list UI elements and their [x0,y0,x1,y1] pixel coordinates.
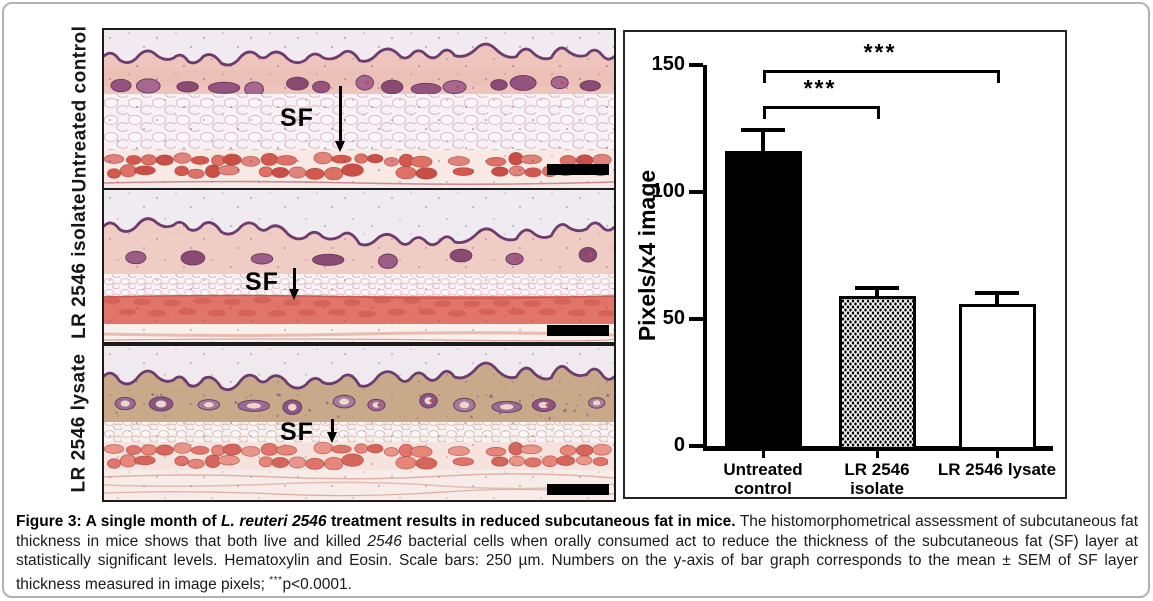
scale-bar [547,325,609,336]
histology-image-lr2546-lysate [104,346,614,500]
x-axis-tick [995,451,999,458]
y-axis-tick-label: 150 [651,53,685,75]
panel-label-text: LR 2546 lysate [69,353,90,493]
x-axis-category-label: LR 2546 lysate [937,460,1057,479]
sf-annotation: SF [280,418,314,446]
sf-annotation: SF [280,104,314,132]
caption-segment: 2546 [367,532,402,550]
bar-chart-panel: Pixels/x4 image 0 50 100 150 Untreated contr… [623,30,1067,499]
error-bar-cap [741,128,785,133]
caption-segment: L. reuteri 2546 [221,513,327,530]
down-arrow-icon [331,419,334,432]
histology-panel-untreated-control: SF [102,28,616,190]
caption-segment: treatment results in reduced subcutaneou… [326,513,736,530]
scale-bar [547,484,609,495]
panel-label-text: LR 2546 isolate [69,193,90,339]
bar-dotted [838,296,916,450]
y-axis-tick [689,63,703,67]
sf-annotation: SF [245,268,279,296]
significance-stars: *** [863,39,897,66]
panel-label-lr2546-lysate: LR 2546 lysate [58,344,102,502]
significance-bracket [763,70,1000,74]
caption-segment: bacterial cells when orally consumed act… [16,532,1138,593]
significance-bracket [877,105,880,119]
error-bar-whisker [761,131,765,152]
histology-panel-lr2546-lysate: SF [102,344,616,502]
y-axis-tick [689,444,703,448]
y-axis-tick [689,317,703,321]
bar-black [724,151,802,450]
x-axis-category-label: LR 2546 isolate [844,460,910,498]
y-axis-tick-label: 0 [673,434,685,456]
caption-segment: The histomorphometrical assessment of su… [16,513,1139,550]
significance-bracket [763,105,880,109]
y-axis-tick-label: 50 [662,307,685,329]
x-axis-category-label: Untreated control [723,460,803,498]
scale-bar [547,164,609,175]
bar-white [958,303,1036,450]
y-axis-tick-label: 100 [651,180,685,202]
error-bar-cap [855,285,899,290]
error-bar-whisker [995,293,999,304]
panel-label-text: Untreated control [69,25,91,193]
down-arrow-icon [293,268,296,289]
x-axis-tick [761,451,765,458]
error-bar-whisker [875,288,879,297]
significance-bracket [997,70,1000,84]
x-axis-tick [875,451,879,458]
histology-image-lr2546-isolate [104,190,614,342]
error-bar-cap [975,290,1019,295]
significance-bracket [763,105,766,119]
figure-caption: Figure 3: A single month of L. reuteri 2… [16,512,1138,594]
panel-label-untreated-control: Untreated control [58,25,102,193]
caption-segment: Figure 3: A single month of [16,513,222,530]
caption-segment: *** [269,574,283,586]
y-axis-title: Pixels/x4 image [625,65,671,446]
y-axis-line [703,65,707,451]
significance-stars: *** [803,74,837,101]
histology-image-untreated-control [104,30,614,188]
down-arrow-icon [339,86,342,141]
significance-bracket [763,70,766,84]
y-axis-tick [689,190,703,194]
panel-label-lr2546-isolate: LR 2546 isolate [58,188,102,344]
caption-segment: p<0.0001. [282,575,352,593]
histology-panel-lr2546-isolate: SF [102,188,616,344]
